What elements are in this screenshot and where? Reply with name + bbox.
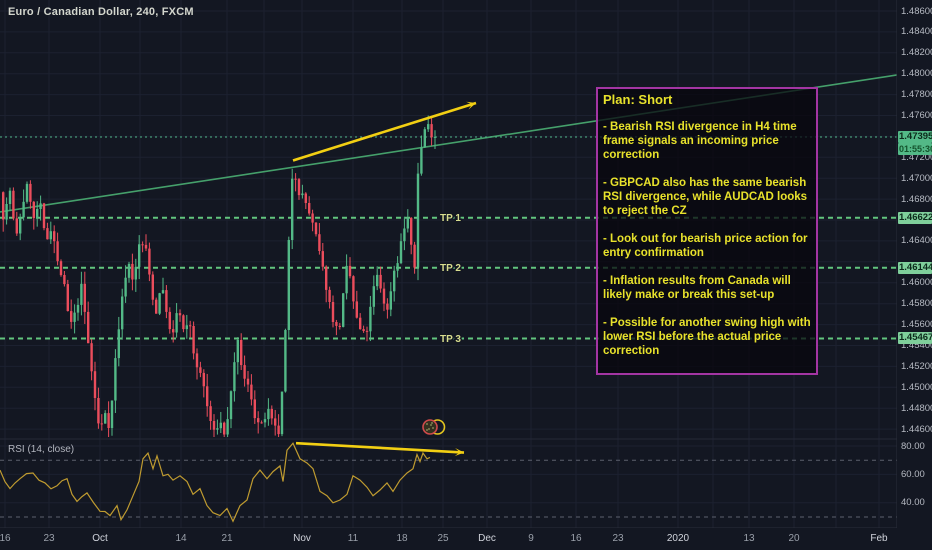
plan-note-bullet: - Look out for bearish price action for … [603, 233, 808, 259]
plan-note-body: - Bearish RSI divergence in H4 time fram… [603, 120, 811, 358]
tp1-label: TP 1 [440, 213, 461, 224]
plan-note-bullet: - Inflation results from Canada will lik… [603, 275, 791, 301]
plan-note-bullet: - Possible for another swing high with l… [603, 317, 811, 357]
sticker-icon[interactable] [422, 419, 446, 435]
tp2-label: TP 2 [440, 263, 461, 274]
plan-note-bullet: - GBPCAD also has the same bearish RSI d… [603, 177, 808, 217]
divergence-arrow-rsi[interactable] [295, 441, 465, 457]
candlestick-series [2, 115, 437, 437]
plan-note[interactable]: Plan: Short - Bearish RSI divergence in … [596, 87, 818, 375]
rsi-indicator-label[interactable]: RSI (14, close) [8, 444, 75, 455]
time-axis[interactable] [0, 528, 932, 550]
divergence-arrow-price[interactable] [292, 101, 477, 162]
rsi-line [0, 442, 431, 523]
plan-note-bullet: - Bearish RSI divergence in H4 time fram… [603, 121, 797, 161]
tp3-label: TP 3 [440, 334, 461, 345]
price-axis[interactable] [897, 0, 932, 528]
plan-note-title: Plan: Short [603, 92, 673, 107]
symbol-title[interactable]: Euro / Canadian Dollar, 240, FXCM [8, 6, 194, 18]
